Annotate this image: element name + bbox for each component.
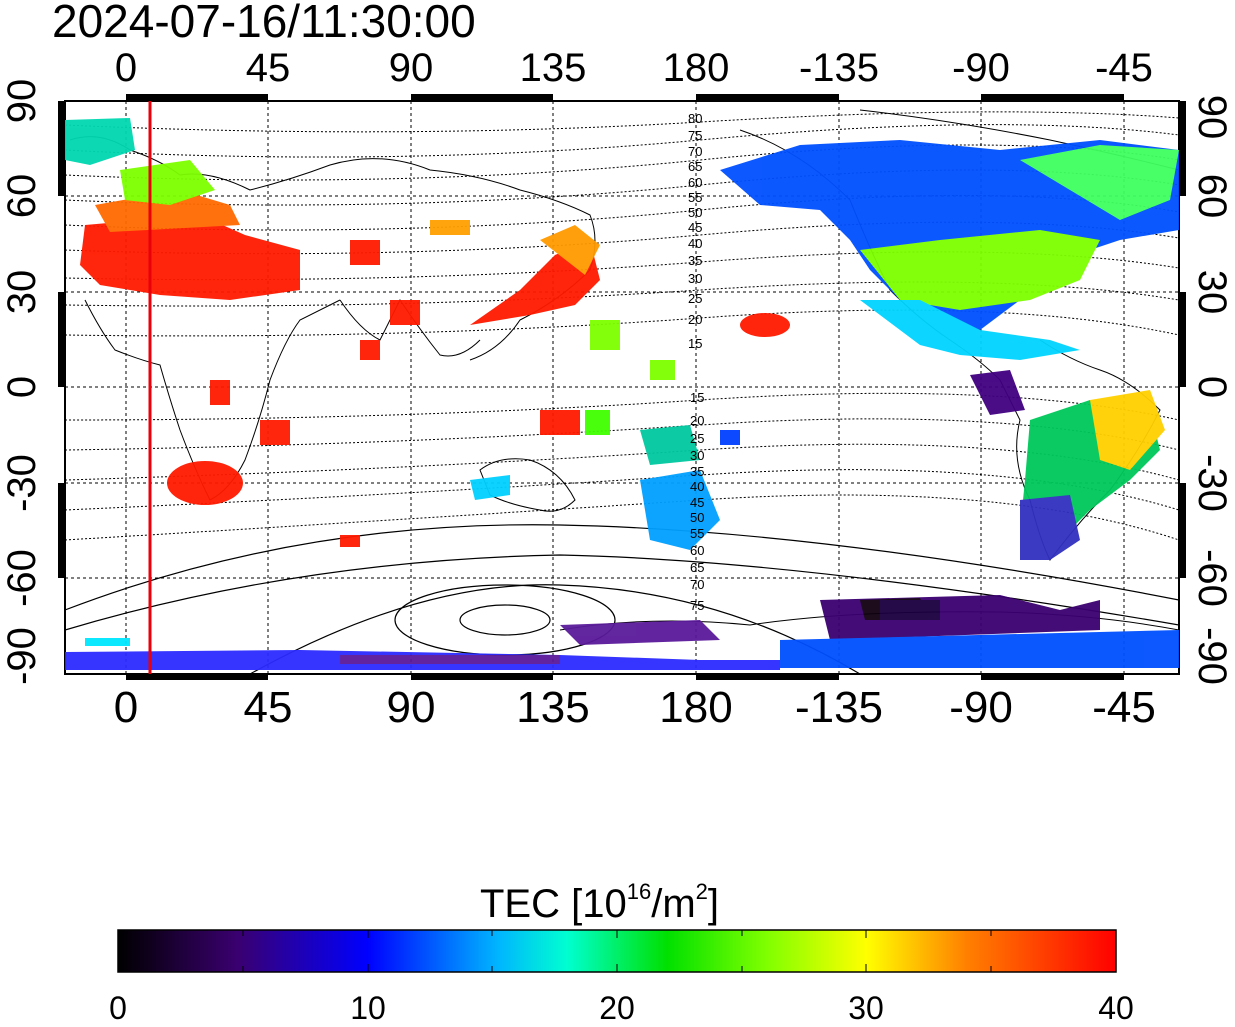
contour-label: 55: [690, 526, 704, 541]
left-lat-tick: 60: [0, 173, 44, 219]
top-lon-tick: -90: [952, 46, 1010, 90]
colorbar-title-unit: /m: [651, 882, 696, 926]
top-lon-tick: -135: [798, 46, 880, 90]
top-lon-tick: 45: [245, 46, 291, 90]
contour-label: 25: [688, 291, 702, 306]
contour-label: 70: [688, 144, 702, 159]
top-lon-tick: 180: [662, 46, 730, 90]
right-lat-tick: -30: [1190, 454, 1234, 512]
left-lat-tick: -60: [0, 549, 44, 607]
contour-label: 45: [690, 495, 704, 510]
axis-bars: [58, 94, 1186, 680]
contour-label: 20: [688, 312, 702, 327]
bottom-lon-tick: 0: [113, 683, 139, 732]
bottom-lon-tick: -135: [794, 683, 884, 732]
right-lat-tick: 30: [1190, 269, 1234, 315]
contour-label: 75: [690, 598, 704, 613]
timestamp: 2024-07-16/11:30:00: [52, 0, 476, 47]
colorbar-minor-ticks: [242, 930, 992, 972]
bottom-lon-tick: 180: [659, 683, 733, 732]
contour-label: 15: [688, 336, 702, 351]
contour-label: 65: [688, 159, 702, 174]
contour-label: 30: [688, 271, 702, 286]
contour-label: 60: [690, 543, 704, 558]
left-lat-tick: 90: [0, 78, 44, 124]
bottom-lon-tick: -90: [949, 683, 1013, 732]
colorbar-title-unit-exponent: 2: [695, 879, 708, 904]
right-lat-tick: 90: [1190, 94, 1234, 140]
bottom-lon-tick: -45: [1092, 683, 1156, 732]
contour-labels-south: 15 20 25 30 35 40 45 50 55 60 65 70 75: [690, 390, 704, 613]
contour-label: 65: [690, 560, 704, 575]
south-pole-contours: [65, 524, 1179, 674]
contour-label: 80: [688, 111, 702, 126]
contour-label: 55: [688, 190, 702, 205]
bottom-lon-tick: 90: [386, 683, 436, 732]
bottom-lon-tick: 135: [516, 683, 590, 732]
contour-label: 40: [688, 236, 702, 251]
contour-label: 75: [688, 128, 702, 143]
contour-label: 50: [688, 205, 702, 220]
colorbar-tick: 10: [350, 990, 386, 1026]
colorbar-tick: 30: [848, 990, 884, 1026]
colorbar-tick: 0: [109, 990, 127, 1026]
contour-label: 35: [688, 253, 702, 268]
contour-label: 45: [688, 220, 702, 235]
contour-label: 20: [690, 413, 704, 428]
contour-labels-north: 80 75 70 65 60 55 50 45 40 35 30 25 20 1…: [688, 111, 702, 351]
colorbar-title-suffix: ]: [707, 882, 720, 926]
left-lat-tick: -90: [0, 627, 44, 685]
colorbar-title-exponent: 16: [626, 879, 652, 904]
contour-label: 50: [690, 510, 704, 525]
left-lat-tick: 0: [0, 375, 44, 399]
bottom-lon-tick: 45: [243, 683, 293, 732]
contour-label: 15: [690, 390, 704, 405]
right-lat-tick: -60: [1190, 549, 1234, 607]
colorbar-tick: 40: [1098, 990, 1134, 1026]
right-lat-tick: 60: [1190, 173, 1234, 219]
top-lon-tick: 0: [114, 46, 138, 90]
contour-label: 30: [690, 448, 704, 463]
colorbar-title-prefix: TEC [10: [480, 882, 627, 926]
colorbar-title: TEC [1016/m2]: [480, 870, 719, 926]
contour-label: 25: [690, 431, 704, 446]
left-lat-tick: 30: [0, 269, 44, 315]
top-lon-tick: -45: [1095, 46, 1153, 90]
colorbar-tick: 20: [599, 990, 635, 1026]
right-lat-tick: -90: [1190, 627, 1234, 685]
top-lon-tick: 90: [388, 46, 434, 90]
top-lon-tick: 135: [519, 46, 587, 90]
tec-observations: [65, 118, 1179, 670]
right-lat-tick: 0: [1190, 375, 1234, 399]
contour-label: 40: [690, 479, 704, 494]
contour-label: 70: [690, 577, 704, 592]
left-lat-tick: -30: [0, 454, 44, 512]
contour-label: 60: [688, 175, 702, 190]
contour-label: 35: [690, 464, 704, 479]
